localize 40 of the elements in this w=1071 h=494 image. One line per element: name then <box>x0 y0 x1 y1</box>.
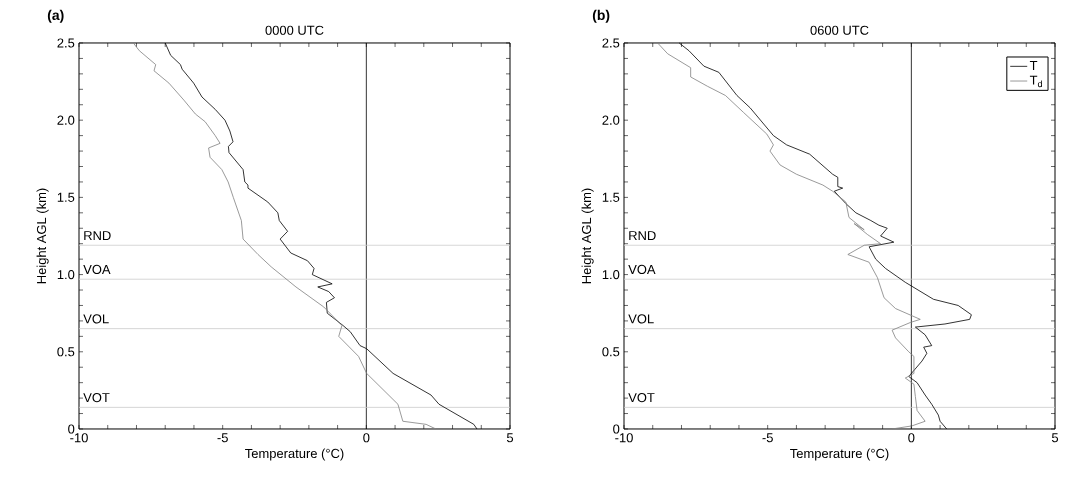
x-axis-title: Temperature (°C) <box>790 448 889 461</box>
text: (b) <box>592 9 610 23</box>
ref-line-label: VOT <box>628 393 655 403</box>
y-tick-label: 2.0 <box>602 115 620 125</box>
y-axis-title: Height AGL (km) <box>36 188 49 284</box>
ref-line-label: VOA <box>83 264 111 275</box>
legend-label: T <box>1029 60 1038 70</box>
y-tick-label: 1.0 <box>57 270 75 280</box>
x-tick-label: 5 <box>506 433 514 443</box>
x-tick-label: -10 <box>70 433 88 443</box>
y-tick-label: 1.0 <box>602 270 620 280</box>
x-tick-label: 0 <box>908 433 915 443</box>
y-tick-label: 2.5 <box>57 38 75 48</box>
y-tick-label: 2.0 <box>57 115 75 125</box>
y-tick-label: 0.5 <box>57 347 75 357</box>
y-tick-label: 0 <box>68 424 75 434</box>
text: (a) <box>47 9 64 23</box>
ref-line-label: VOL <box>628 314 654 324</box>
x-tick-label: -10 <box>615 433 633 443</box>
x-tick-label: 5 <box>1051 433 1059 443</box>
x-axis-title: Temperature (°C) <box>245 448 344 461</box>
y-tick-label: 0 <box>613 424 620 434</box>
chart-title: 0000 UTC <box>265 25 324 35</box>
y-tick-label: 2.5 <box>602 38 620 48</box>
x-tick-label: 0 <box>363 433 370 443</box>
ref-line-label: VOT <box>83 393 110 403</box>
y-tick-label: 0.5 <box>602 347 620 357</box>
x-tick-label: -5 <box>762 433 773 443</box>
ref-line-label: VOL <box>83 314 109 324</box>
line-series <box>657 42 926 430</box>
legend-label: T$_{d}$ <box>1029 75 1042 88</box>
ref-line-label: RND <box>629 231 656 241</box>
x-tick-label: -5 <box>217 433 228 443</box>
y-axis-title: Height AGL (km) <box>581 188 594 284</box>
y-tick-label: 1.5 <box>602 192 620 202</box>
ref-line-label: VOA <box>628 264 656 275</box>
y-tick-label: 1.5 <box>57 192 75 202</box>
line-series <box>132 42 437 430</box>
ref-line-label: RND <box>84 231 111 241</box>
chart-title: 0600 UTC <box>810 25 869 35</box>
